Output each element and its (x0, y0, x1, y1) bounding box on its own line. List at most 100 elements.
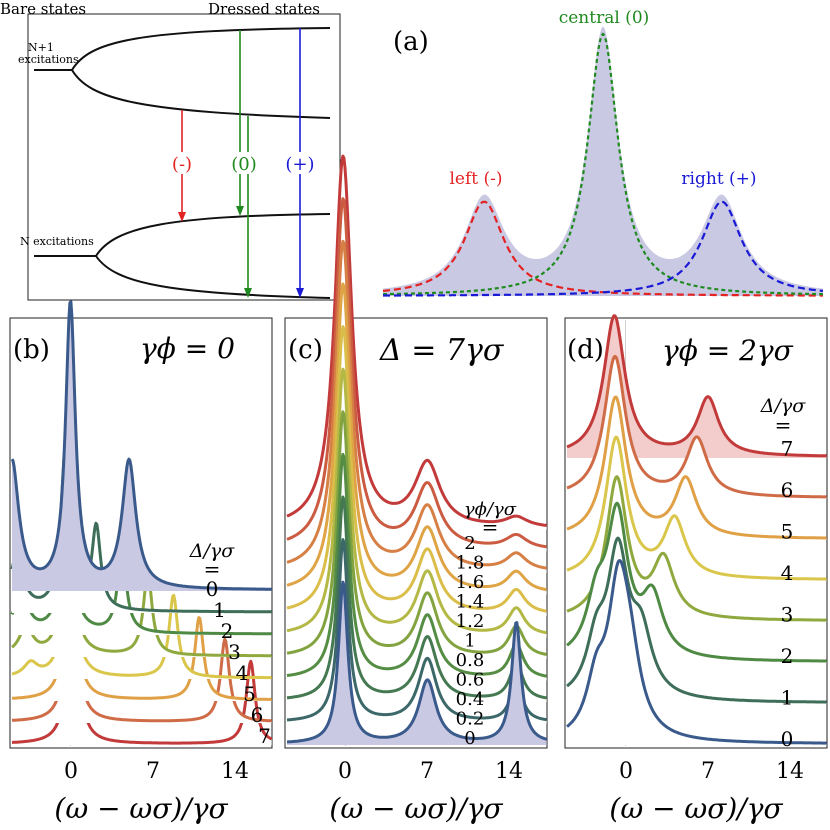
lower-dressed-level-top (95, 213, 331, 257)
spectrum-central-peak (382, 32, 824, 296)
panel-d-xtick: 14 (776, 759, 804, 784)
dressed-states-title: Dressed states (208, 0, 320, 18)
panel-d-xtick: 0 (619, 759, 633, 784)
panel-c-title: Δ = 7γσ (379, 333, 505, 368)
series-label: 1.2 (456, 611, 485, 632)
series-label: 1.8 (456, 553, 485, 574)
series-fill (287, 539, 547, 724)
panel-b-frame (9, 317, 273, 749)
panel-d-equals: = (775, 413, 792, 437)
transition-plus: (+) (284, 28, 316, 298)
panel-d-label: (d) (567, 335, 604, 365)
series-line (566, 314, 828, 458)
panel-d-xticks: 0 7 14 (619, 759, 804, 784)
panel-c-series-labels: 21.81.61.41.210.80.60.40.20 (456, 533, 485, 749)
series-label: 2 (781, 644, 794, 668)
series-label: 0.6 (456, 670, 485, 691)
panel-d: (d) γϕ = 2γσ Δ/γσ = 7 6 5 4 3 2 1 0 0 7 14 (ω −… (564, 314, 828, 825)
series-label: 1 (464, 631, 475, 652)
series-line (286, 580, 548, 744)
series-line (10, 300, 273, 591)
central-peak-label: central (0) (559, 8, 650, 28)
upper-level-label-1: N+1 (28, 41, 54, 54)
right-peak-label: right (+) (681, 169, 756, 189)
panel-c-equals: = (482, 515, 499, 539)
series-label: 5 (781, 520, 794, 544)
series-label: 6 (781, 478, 794, 502)
series-line (286, 325, 548, 613)
series-fill (567, 315, 827, 458)
series-fill (567, 560, 827, 745)
series-label: 6 (251, 703, 264, 727)
series-label: 7 (258, 724, 271, 748)
series-line (11, 555, 273, 723)
series-label: 7 (781, 437, 794, 461)
series-line (566, 435, 828, 581)
panel-d-curves (566, 314, 828, 746)
panel-d-title: γϕ = 2γσ (662, 334, 794, 367)
panel-b-xtick: 0 (64, 759, 78, 784)
transition-zero: (0) (228, 30, 260, 298)
series-line (566, 536, 828, 704)
panel-c: (c) Δ = 7γσ γϕ/γσ = 21.81.61.41.210.80.6… (284, 154, 548, 825)
panel-b-title: γϕ = 0 (140, 332, 235, 365)
series-label: 0.2 (456, 709, 485, 730)
panel-a-levels: Bare states Dressed states N+1 excitatio… (0, 0, 341, 301)
series-fill (567, 397, 827, 540)
series-line (286, 197, 548, 549)
panel-d-xtick: 7 (701, 759, 715, 784)
transition-zero-label: (0) (231, 154, 257, 175)
series-label: 4 (236, 661, 249, 685)
series-fill (12, 301, 272, 591)
series-label: 4 (781, 561, 794, 585)
series-label: 1.6 (456, 572, 485, 593)
bare-states-title: Bare states (0, 0, 86, 18)
left-peak-label: left (-) (449, 169, 502, 189)
series-fill (567, 356, 827, 499)
series-line (566, 354, 828, 499)
series-label: 0.8 (456, 650, 485, 671)
panel-d-param-label: Δ/γσ (760, 395, 806, 417)
panel-b-xtick: 14 (221, 759, 249, 784)
series-line (566, 501, 828, 663)
panel-c-param-label: γϕ/γσ (464, 499, 517, 520)
panel-b-label: (b) (13, 335, 50, 365)
panel-c-xlabel: (ω − ωσ)/γσ (329, 792, 503, 825)
panel-c-xtick: 14 (495, 759, 523, 784)
panel-c-xtick: 0 (338, 759, 352, 784)
panel-b-xtick: 7 (146, 759, 160, 784)
series-label: 2 (464, 533, 475, 554)
series-line (566, 559, 828, 745)
panel-c-label: (c) (288, 335, 323, 365)
transition-minus: (-) (168, 110, 196, 222)
lower-level-label: N excitations (20, 235, 94, 248)
upper-dressed-level-bottom (71, 69, 331, 119)
series-line (286, 538, 548, 722)
panel-a-label: (a) (393, 27, 429, 57)
panel-b-param-label: Δ/γσ (189, 540, 235, 562)
panel-c-xtick: 7 (420, 759, 434, 784)
panel-d-xlabel: (ω − ωσ)/γσ (609, 792, 783, 825)
panel-c-xticks: 0 7 14 (338, 759, 523, 784)
series-line (286, 282, 548, 592)
series-line (286, 495, 548, 700)
series-label: 3 (228, 640, 241, 664)
series-line (566, 395, 828, 540)
lower-dressed-level-bottom (95, 255, 331, 299)
panel-b-xlabel: (ω − ωσ)/γσ (54, 792, 228, 825)
series-label: 0.4 (456, 689, 485, 710)
series-label: 3 (781, 603, 794, 627)
panel-c-curves (286, 154, 548, 746)
series-line (286, 367, 548, 635)
panel-a-spectrum: (a) left (-) central (0) right (+) (382, 8, 824, 297)
panel-b-xticks: 0 7 14 (64, 759, 249, 784)
series-line (566, 475, 828, 622)
series-line (286, 452, 548, 678)
spectrum-fill (383, 26, 823, 296)
series-label: 0 (464, 728, 475, 749)
upper-level-label-2: excitations (18, 53, 79, 66)
panel-a-levels-frame (27, 13, 341, 301)
